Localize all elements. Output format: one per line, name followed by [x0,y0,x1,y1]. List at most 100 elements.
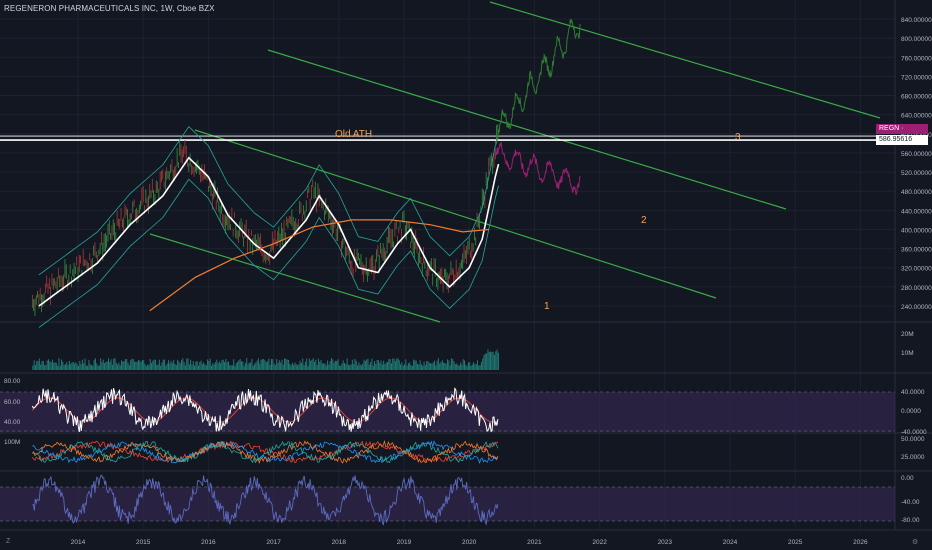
price-axis-label: 760.00000 [901,55,932,62]
volume-bar [136,361,138,370]
volume-bar [358,362,360,370]
volume-bar [37,361,39,370]
price-axis-label: 800.00000 [901,36,932,43]
time-axis-label: 2014 [71,539,86,546]
rsi-line [31,387,499,433]
volume-bar [94,358,96,370]
volume-bar [247,364,249,370]
volume-bar [91,365,93,370]
volume-bar [277,363,279,370]
volume-bar [336,361,338,370]
volume-bar [154,359,156,370]
volume-bar [64,364,66,370]
volume-bar [41,361,43,370]
volume-bar [334,360,336,370]
bottom-oscillator-line [32,474,499,526]
chart-title: REGENERON PHARMACEUTICALS INC, 1W, Cboe … [4,4,215,13]
volume-bar [188,364,190,370]
volume-bar [364,360,366,370]
volume-bar [366,359,368,370]
volume-bar [68,360,70,370]
volume-bar [333,362,335,370]
volume-bar [128,365,130,370]
volume-bar [444,362,446,370]
volume-bar [431,363,433,370]
volume-bar [461,364,463,370]
volume-bar [100,358,102,370]
volume-bar [216,359,218,370]
volume-bar [397,358,399,370]
volume-bar [76,364,78,370]
price-axis-label: 320.00000 [901,266,932,273]
volume-bar [184,365,186,370]
volume-bar [66,362,68,370]
volume-bar [410,364,412,370]
volume-bar [260,359,262,370]
volume-bar [158,359,160,370]
volume-bar [181,360,183,370]
annotation-3: 3 [735,132,741,143]
volume-bar [376,359,378,370]
volume-bar [131,358,133,370]
volume-bar [407,363,409,370]
volume-bar [276,358,278,370]
volume-bar [324,363,326,370]
volume-bar [470,365,472,370]
volume-bar [450,358,452,370]
volume-bar [89,363,91,370]
volume-bar [298,364,300,370]
volume-bar [487,349,489,370]
volume-bar [413,359,415,370]
volume-bar [312,358,314,370]
volume-bar [147,364,149,370]
channel-lower [149,233,441,323]
volume-bar [72,361,74,370]
volume-bar [132,359,134,370]
oscillator-line [32,440,499,464]
volume-bar [36,360,38,370]
volume-bar [492,351,494,370]
volume-bar [372,365,374,370]
volume-bar [495,351,497,370]
rsi-left-label: 80.00 [4,378,21,385]
annotation-old-ath: Old ATH [335,129,372,140]
volume-bar [447,359,449,370]
volume-bar [118,362,120,370]
volume-bar [384,364,386,370]
volume-bar [293,364,295,370]
volume-bar [74,363,76,370]
volume-bar [161,362,163,370]
volume-bar [350,364,352,370]
volume-bar [153,359,155,370]
volume-bar [321,363,323,370]
zoom-button[interactable]: Z [6,538,11,545]
volume-bar [265,362,267,370]
volume-bar [234,365,236,370]
volume-bar [359,364,361,370]
volume-bar [393,358,395,370]
bottom-right-label: -80.00 [901,517,920,524]
price-axis-label: 640.00000 [901,113,932,120]
volume-bar [284,358,286,370]
volume-bar [111,364,113,370]
volume-bar [254,363,256,370]
volume-bar [280,362,282,370]
volume-bar [460,362,462,370]
volume-bar [398,360,400,370]
volume-bar [44,365,46,370]
volume-bar [183,362,185,370]
volume-bar [422,365,424,370]
volume-bar [304,361,306,370]
volume-bar [491,352,493,370]
volume-bar [45,364,47,370]
volume-bar [88,360,90,370]
volume-bar [270,359,272,370]
settings-icon[interactable]: ⚙ [912,539,919,546]
volume-bar [462,359,464,370]
oscillator-line [32,440,499,464]
volume-bar [387,361,389,370]
bollinger-upper [38,126,499,276]
volume-bar [454,364,456,370]
volume-bar [484,353,486,370]
